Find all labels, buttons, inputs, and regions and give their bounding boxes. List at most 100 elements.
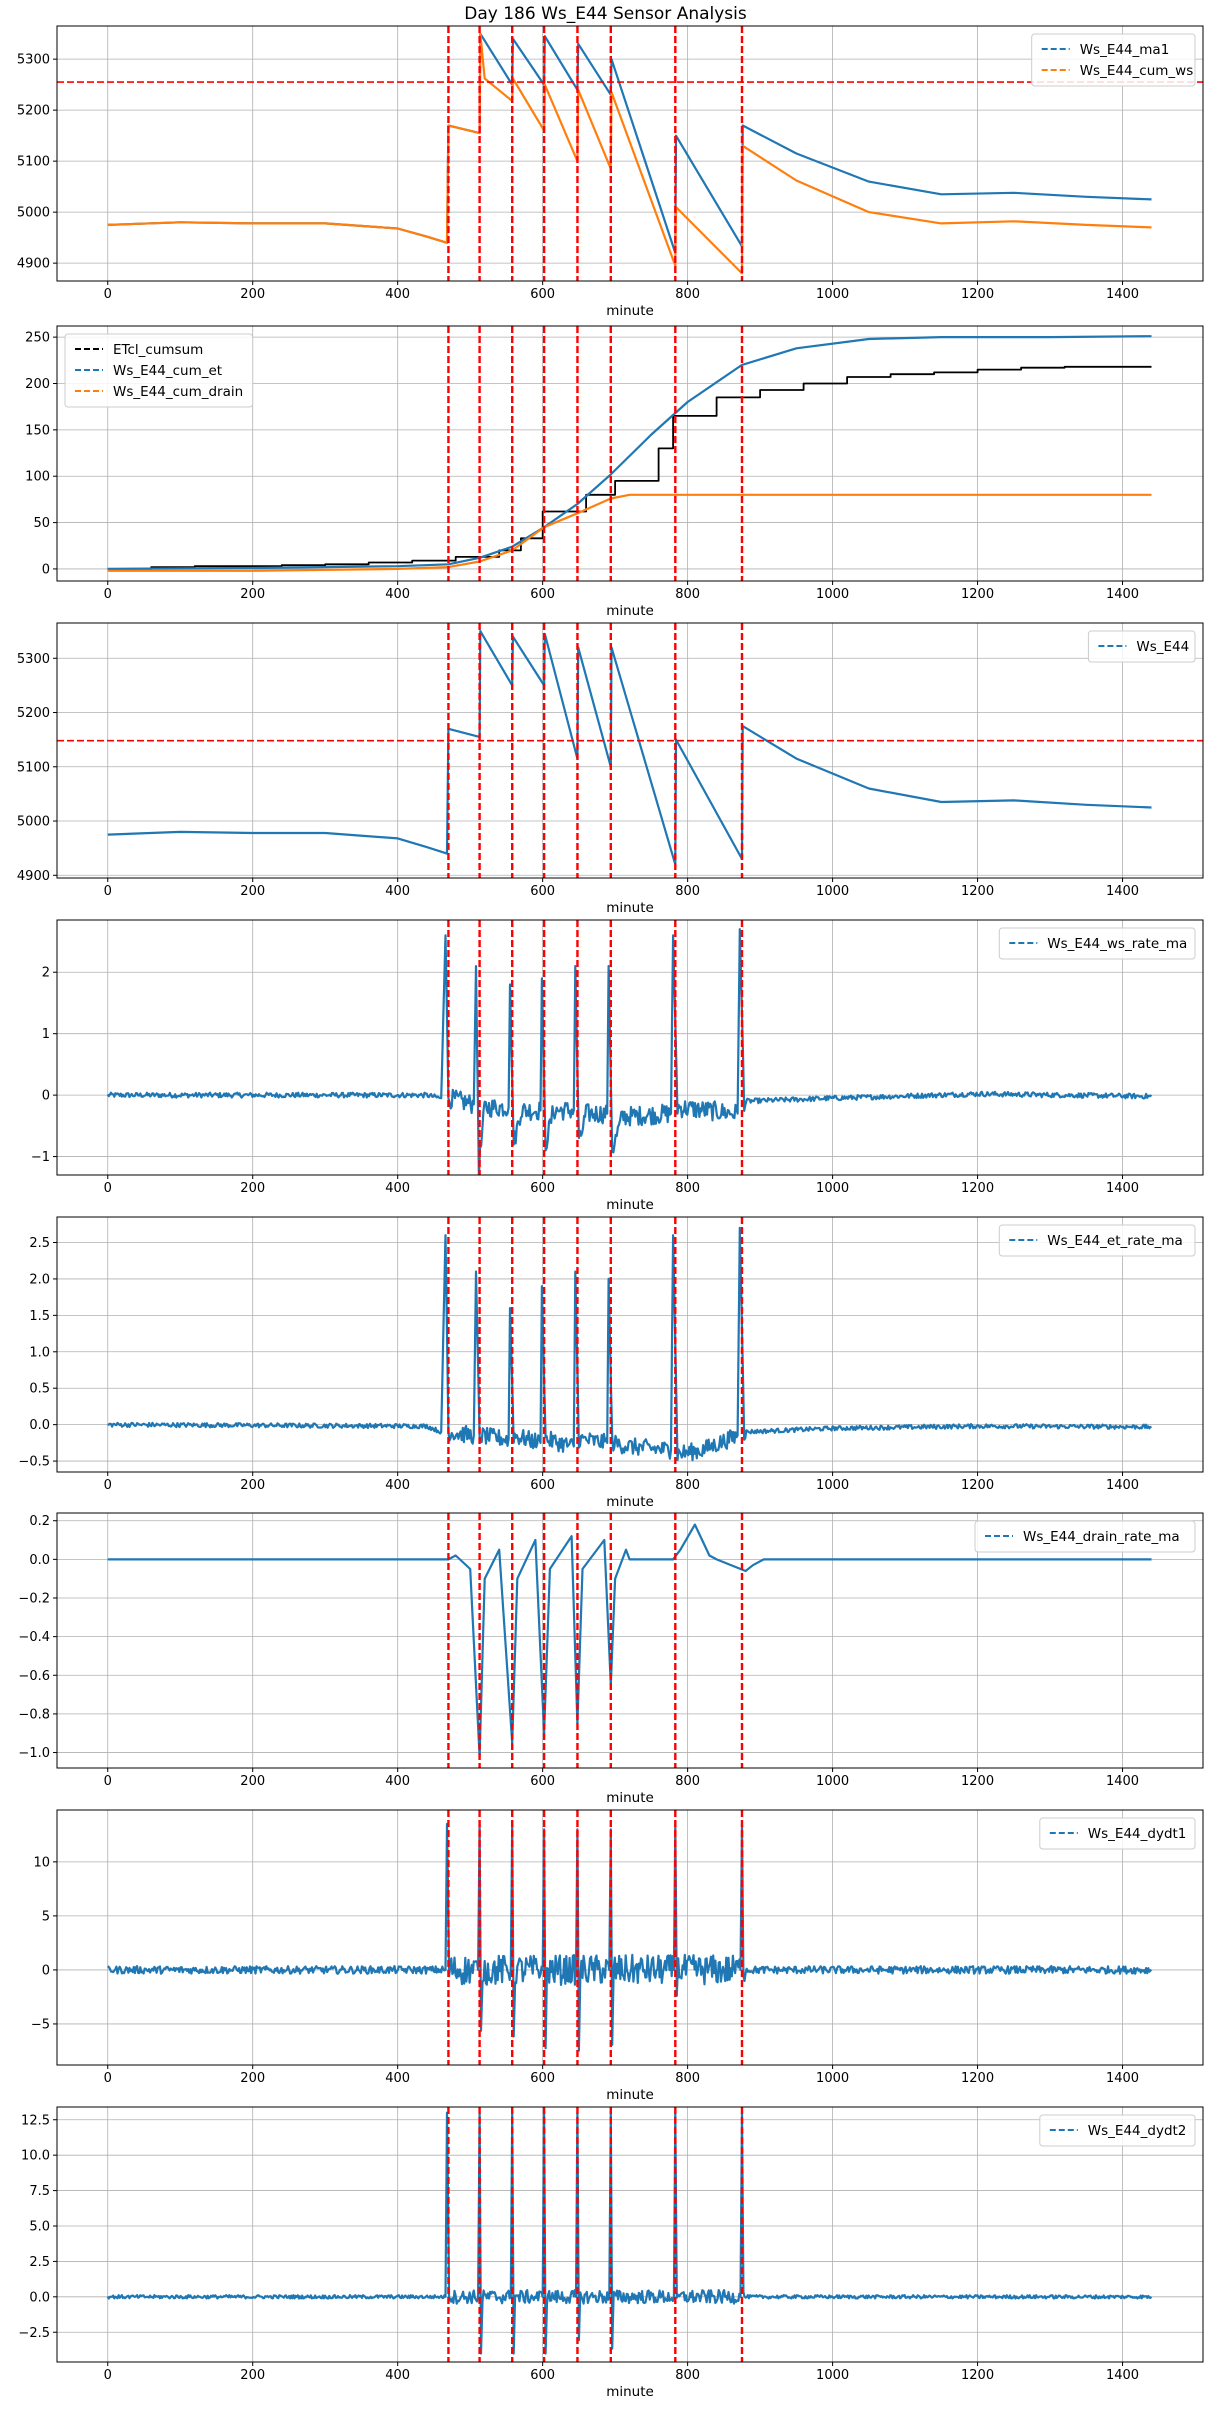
x-tick-label: 600 [530, 287, 555, 302]
plot-area [107, 1513, 1152, 1768]
legend: Ws_E44_dydt1 [1039, 1817, 1196, 1850]
x-tick-label: 1400 [1106, 1774, 1139, 1789]
legend: Ws_E44_drain_rate_ma [974, 1520, 1196, 1553]
legend-box [998, 1224, 1196, 1257]
y-tick-label: 200 [25, 377, 50, 392]
series-Ws_E44_ws_rate_ma [106, 928, 1153, 1175]
x-tick-label: 200 [240, 1478, 265, 1493]
x-tick-label: 800 [675, 1478, 700, 1493]
series-ETcl_cumsum [107, 365, 1152, 570]
grid [57, 26, 1203, 281]
legend-box [1087, 630, 1196, 663]
x-tick-label: 1400 [1106, 1181, 1139, 1196]
x-tick-label: 1000 [816, 2071, 849, 2086]
x-tick-label: 200 [240, 884, 265, 899]
plot-area [107, 1217, 1152, 1472]
axes-frame [56, 2106, 1204, 2363]
y-tick-label: −0.2 [18, 1592, 50, 1607]
subplot-8: 0 200 400 600 800 1000 1200 1400 −2.5 0.0 2.5 5.0 7.… [18, 2106, 1204, 2400]
legend-label: Ws_E44_cum_drain [113, 384, 243, 400]
y-tick-label: −2.5 [18, 2326, 50, 2341]
x-tick-label: 600 [530, 2071, 555, 2086]
x-tick-label: 1000 [816, 1478, 849, 1493]
x-axis-label: minute [606, 2087, 654, 2103]
legend-label: Ws_E44_drain_rate_ma [1023, 1529, 1180, 1545]
y-tick-label: 5300 [17, 652, 50, 667]
x-tick-label: 1000 [816, 1774, 849, 1789]
y-tick-label: 2.5 [29, 2255, 50, 2270]
grid [57, 1217, 1203, 1472]
legend: Ws_E44 [1087, 630, 1196, 663]
plot-area [106, 920, 1153, 1175]
axes-frame [56, 25, 1204, 282]
y-tick-label: 5.0 [29, 2220, 50, 2235]
plot-area [107, 326, 1152, 581]
y-tick-label: −0.6 [18, 1669, 50, 1684]
grid [57, 920, 1203, 1175]
x-tick-label: 1200 [961, 1181, 994, 1196]
x-axis-label: minute [606, 1197, 654, 1213]
axes-frame [56, 622, 1204, 879]
series-Ws_E44_drain_rate_ma [107, 1523, 1152, 1758]
series-Ws_E44_et_rate_ma [107, 1226, 1152, 1462]
subplot-1: 0 200 400 600 800 1000 1200 1400 4900 5000 5100 520… [17, 25, 1204, 319]
y-tick-label: −5 [31, 2017, 50, 2032]
x-tick-label: 1200 [961, 1478, 994, 1493]
y-tick-label: 1.0 [29, 1345, 50, 1360]
x-axis-label: minute [606, 603, 654, 619]
x-tick-label: 800 [675, 587, 700, 602]
subplot-3: 0 200 400 600 800 1000 1200 1400 4900 5000 5100 520… [17, 622, 1204, 916]
y-tick-label: −0.4 [18, 1630, 50, 1645]
y-tick-label: 2.0 [29, 1272, 50, 1287]
y-tick-label: 5100 [17, 760, 50, 775]
y-tick-label: 12.5 [21, 2113, 50, 2128]
x-tick-label: 0 [104, 287, 112, 302]
x-tick-label: 1000 [816, 884, 849, 899]
y-tick-label: 7.5 [29, 2184, 50, 2199]
subplot-6: 0 200 400 600 800 1000 1200 1400 −1.0 −0.8 −0.6 −0.… [18, 1512, 1204, 1806]
axes-frame [56, 325, 1204, 582]
x-tick-label: 1000 [816, 587, 849, 602]
subplot-4: 0 200 400 600 800 1000 1200 1400 −1 0 1 2 minute Ws_E… [31, 919, 1204, 1213]
x-tick-label: 400 [385, 1478, 410, 1493]
x-tick-label: 1400 [1106, 2368, 1139, 2383]
x-tick-label: 800 [675, 1774, 700, 1789]
legend-box [1039, 1817, 1196, 1850]
x-axis-label: minute [606, 900, 654, 916]
y-tick-label: 0 [42, 1963, 50, 1978]
axes-frame [56, 1809, 1204, 2066]
x-tick-label: 0 [104, 2071, 112, 2086]
y-tick-label: 250 [25, 331, 50, 346]
y-tick-label: 4900 [17, 257, 50, 272]
y-tick-label: 100 [25, 470, 50, 485]
series-Ws_E44_cum_et [107, 335, 1152, 570]
x-tick-label: 1000 [816, 1181, 849, 1196]
axes-frame [56, 919, 1204, 1176]
legend-label: Ws_E44_dydt2 [1088, 2123, 1187, 2139]
y-tick-label: 0 [42, 562, 50, 577]
legend-label: Ws_E44_cum_ws [1080, 63, 1194, 79]
x-tick-label: 0 [104, 1181, 112, 1196]
plot-area [107, 1810, 1153, 2065]
axes-frame [56, 1512, 1204, 1769]
legend: Ws_E44_et_rate_ma [998, 1224, 1196, 1257]
x-tick-label: 600 [530, 1774, 555, 1789]
x-tick-label: 400 [385, 1181, 410, 1196]
legend-label: Ws_E44_dydt1 [1088, 1826, 1187, 1842]
series-Ws_E44_cum_drain [107, 493, 1152, 572]
x-tick-label: 1000 [816, 2368, 849, 2383]
grid [57, 623, 1203, 878]
y-tick-label: 5100 [17, 155, 50, 170]
plot-area [106, 2107, 1153, 2362]
series-Ws_E44_dydt1 [107, 1822, 1153, 2052]
x-axis-label: minute [606, 303, 654, 319]
legend-label: Ws_E44_et_rate_ma [1047, 1233, 1183, 1249]
series-Ws_E44_cum_ws [107, 32, 1152, 275]
y-tick-label: 4900 [17, 869, 50, 884]
plot-area [57, 26, 1203, 281]
x-tick-label: 800 [675, 2368, 700, 2383]
legend-box [1039, 2114, 1196, 2147]
x-tick-label: 400 [385, 587, 410, 602]
y-tick-label: 1 [42, 1027, 50, 1042]
